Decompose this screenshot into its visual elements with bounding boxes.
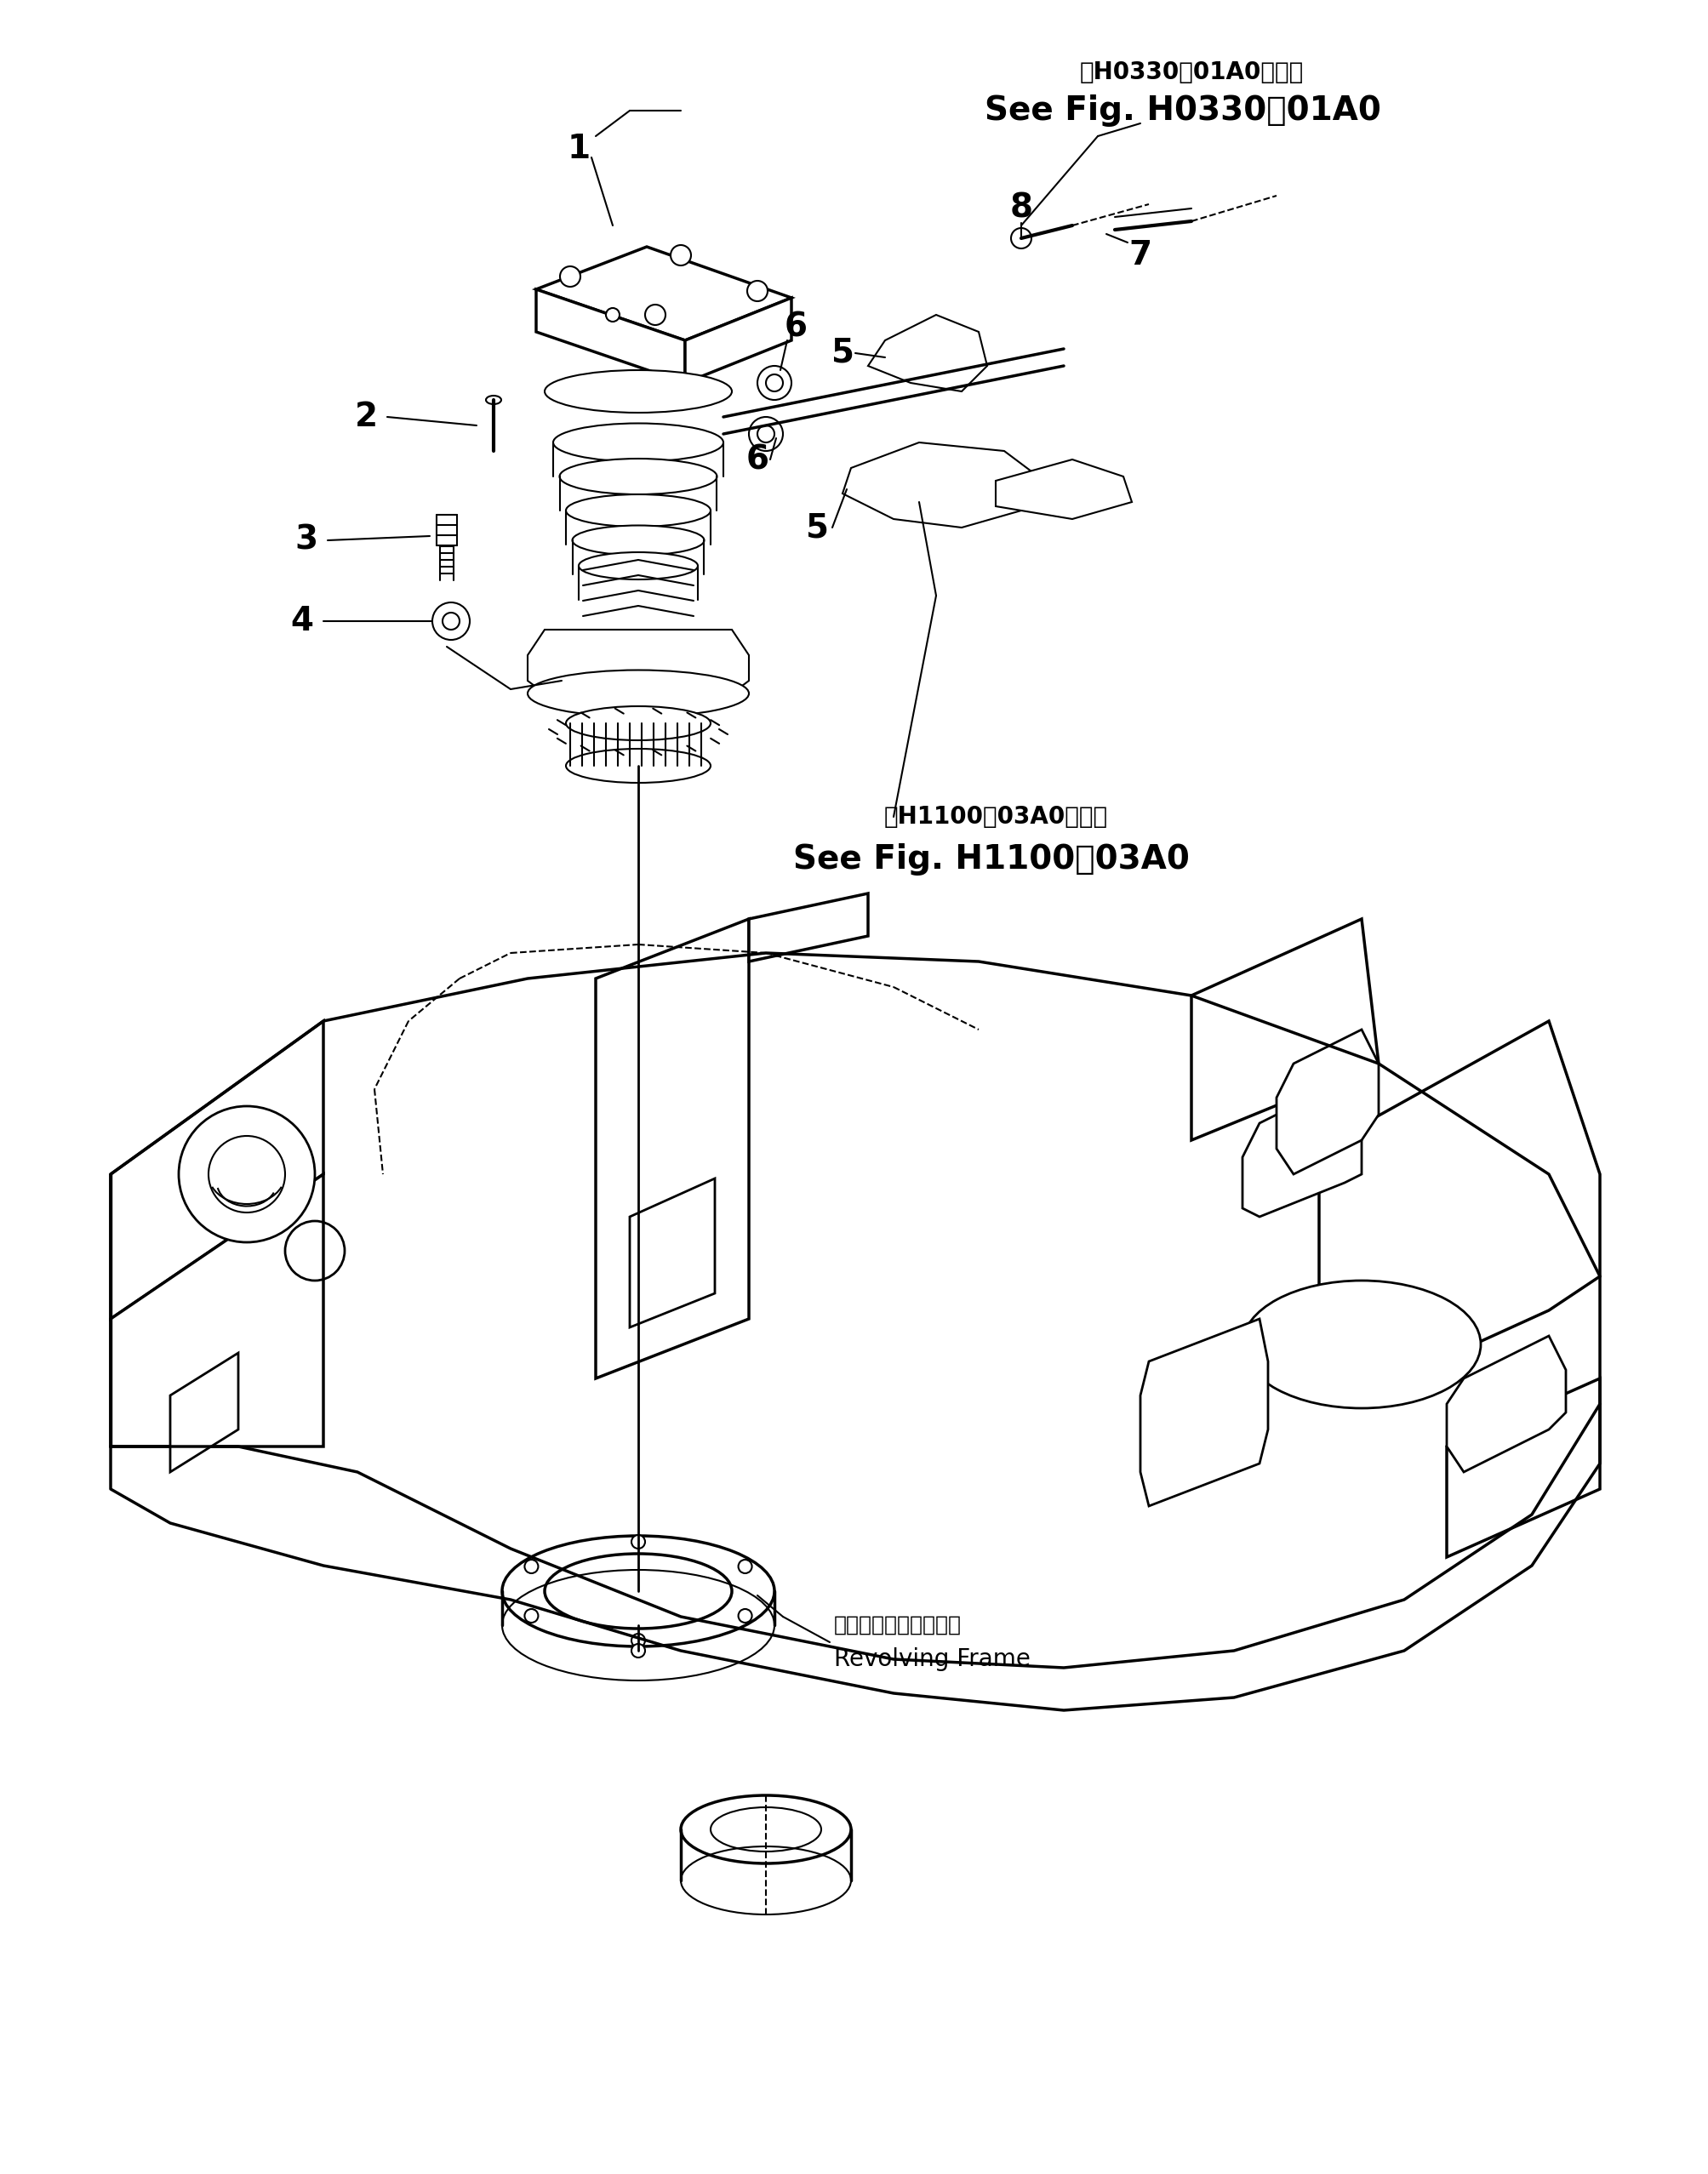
Polygon shape — [1276, 1030, 1378, 1174]
Polygon shape — [685, 298, 791, 383]
Polygon shape — [1319, 1022, 1600, 1396]
Circle shape — [748, 417, 782, 450]
Polygon shape — [996, 459, 1132, 520]
Polygon shape — [1447, 1335, 1566, 1472]
Ellipse shape — [565, 493, 711, 526]
Circle shape — [442, 613, 459, 630]
Circle shape — [1011, 228, 1032, 248]
Text: 6: 6 — [746, 443, 769, 476]
Circle shape — [632, 1633, 646, 1648]
Circle shape — [179, 1107, 314, 1241]
Circle shape — [646, 304, 666, 326]
Text: 1: 1 — [567, 133, 591, 165]
Text: 5: 5 — [832, 337, 854, 370]
Circle shape — [746, 280, 767, 302]
Polygon shape — [842, 443, 1038, 528]
Ellipse shape — [545, 370, 733, 413]
Ellipse shape — [565, 748, 711, 783]
Polygon shape — [1192, 920, 1378, 1139]
Text: 第H1100－03A0図参照: 第H1100－03A0図参照 — [883, 804, 1108, 828]
Circle shape — [524, 1609, 538, 1622]
Circle shape — [738, 1609, 752, 1622]
Circle shape — [757, 365, 791, 400]
Ellipse shape — [579, 552, 699, 580]
Polygon shape — [1141, 1320, 1267, 1507]
Text: See Fig. H0330－01A0: See Fig. H0330－01A0 — [986, 93, 1382, 126]
Polygon shape — [171, 1352, 239, 1472]
Ellipse shape — [502, 1535, 774, 1646]
Ellipse shape — [560, 459, 717, 493]
Text: 第H0330－01A0図参照: 第H0330－01A0図参照 — [1079, 61, 1303, 85]
Circle shape — [632, 1644, 646, 1657]
Text: 2: 2 — [354, 400, 377, 433]
Ellipse shape — [1242, 1280, 1481, 1409]
Polygon shape — [596, 920, 748, 1378]
Polygon shape — [528, 630, 748, 694]
Ellipse shape — [565, 707, 711, 741]
Circle shape — [606, 309, 620, 322]
Circle shape — [524, 1559, 538, 1574]
Polygon shape — [748, 894, 868, 961]
Ellipse shape — [545, 1554, 733, 1628]
Text: Revolving Frame: Revolving Frame — [834, 1648, 1030, 1672]
Polygon shape — [536, 248, 791, 341]
Circle shape — [671, 246, 692, 265]
Text: 6: 6 — [784, 311, 808, 343]
Ellipse shape — [572, 526, 704, 554]
Text: 8: 8 — [1009, 191, 1033, 224]
Polygon shape — [111, 1022, 323, 1320]
Ellipse shape — [681, 1796, 851, 1863]
Circle shape — [738, 1559, 752, 1574]
Polygon shape — [630, 1178, 716, 1328]
Polygon shape — [868, 315, 987, 391]
Text: 4: 4 — [290, 604, 314, 637]
Circle shape — [432, 602, 470, 639]
Polygon shape — [111, 1174, 323, 1446]
Text: 5: 5 — [806, 511, 828, 544]
Ellipse shape — [528, 670, 748, 717]
Ellipse shape — [487, 396, 500, 404]
Polygon shape — [536, 289, 685, 383]
Text: See Fig. H1100－03A0: See Fig. H1100－03A0 — [793, 844, 1190, 876]
Polygon shape — [1447, 1378, 1600, 1557]
Ellipse shape — [553, 424, 724, 461]
Circle shape — [632, 1535, 646, 1548]
Text: 7: 7 — [1129, 239, 1151, 272]
Text: レボルビングフレーム: レボルビングフレーム — [834, 1615, 962, 1635]
Circle shape — [560, 267, 581, 287]
Polygon shape — [1242, 1080, 1361, 1217]
Text: 3: 3 — [295, 524, 318, 557]
